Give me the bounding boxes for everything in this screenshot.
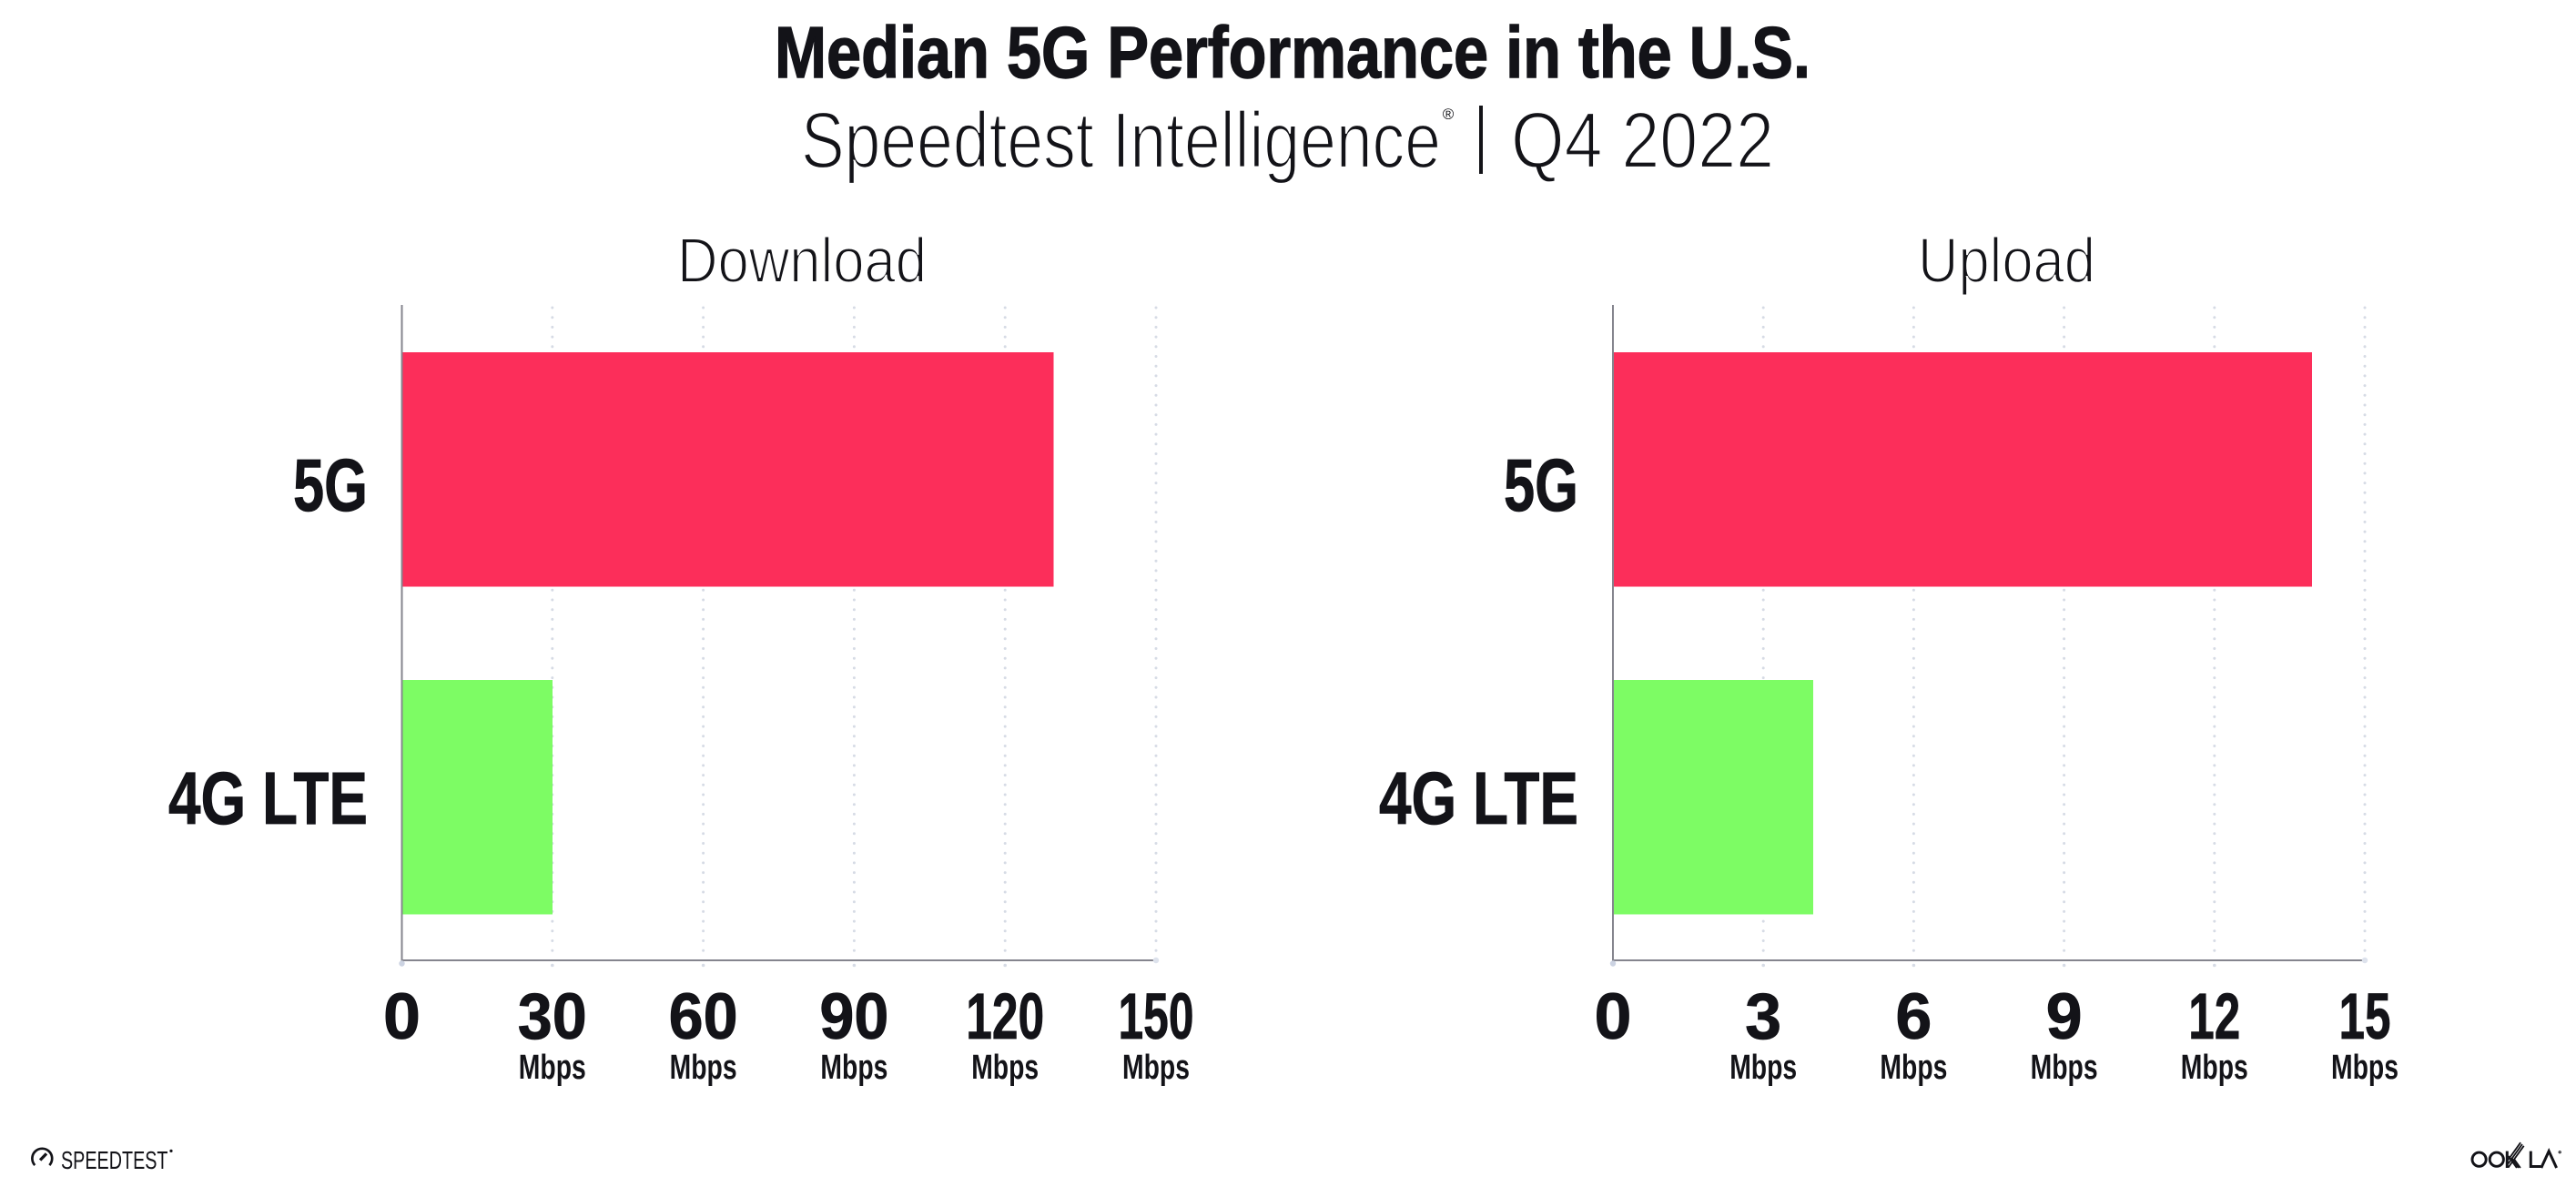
svg-text:0: 0	[1595, 981, 1632, 1053]
svg-text:0: 0	[383, 981, 421, 1053]
svg-text:Mbps: Mbps	[2181, 1049, 2248, 1087]
svg-text:®: ®	[1443, 106, 1455, 123]
svg-text:150: 150	[1119, 981, 1194, 1053]
svg-text:Mbps: Mbps	[971, 1049, 1039, 1087]
svg-text:Mbps: Mbps	[2031, 1049, 2098, 1087]
svg-text:5G: 5G	[1504, 444, 1578, 527]
svg-text:4G LTE: 4G LTE	[168, 757, 368, 840]
svg-text:120: 120	[966, 981, 1044, 1053]
svg-text:4G LTE: 4G LTE	[1379, 757, 1578, 840]
svg-text:Mbps: Mbps	[670, 1049, 737, 1087]
svg-text:90: 90	[819, 981, 888, 1053]
svg-text:Mbps: Mbps	[820, 1049, 887, 1087]
svg-text:Speedtest Intelligence: Speedtest Intelligence	[801, 96, 1441, 185]
svg-text:Mbps: Mbps	[1880, 1049, 1947, 1087]
svg-text:9: 9	[2046, 981, 2083, 1053]
svg-text:SPEEDTEST: SPEEDTEST	[61, 1146, 168, 1174]
svg-text:3: 3	[1745, 981, 1781, 1053]
svg-text:Mbps: Mbps	[1122, 1049, 1190, 1087]
svg-text:Median 5G Performance in the U: Median 5G Performance in the U.S.	[775, 12, 1810, 93]
svg-text:Upload: Upload	[1918, 225, 2095, 296]
svg-text:6: 6	[1895, 981, 1932, 1053]
svg-text:Mbps: Mbps	[2331, 1049, 2399, 1087]
svg-text:12: 12	[2188, 981, 2240, 1053]
svg-text:60: 60	[669, 981, 738, 1053]
svg-text:30: 30	[518, 981, 587, 1053]
svg-text:5G: 5G	[293, 444, 368, 527]
svg-text:Mbps: Mbps	[1729, 1049, 1797, 1087]
svg-text:15: 15	[2339, 981, 2391, 1053]
svg-text:Mbps: Mbps	[519, 1049, 586, 1087]
svg-text:Q4 2022: Q4 2022	[1511, 96, 1774, 185]
svg-text:Download: Download	[677, 225, 927, 296]
